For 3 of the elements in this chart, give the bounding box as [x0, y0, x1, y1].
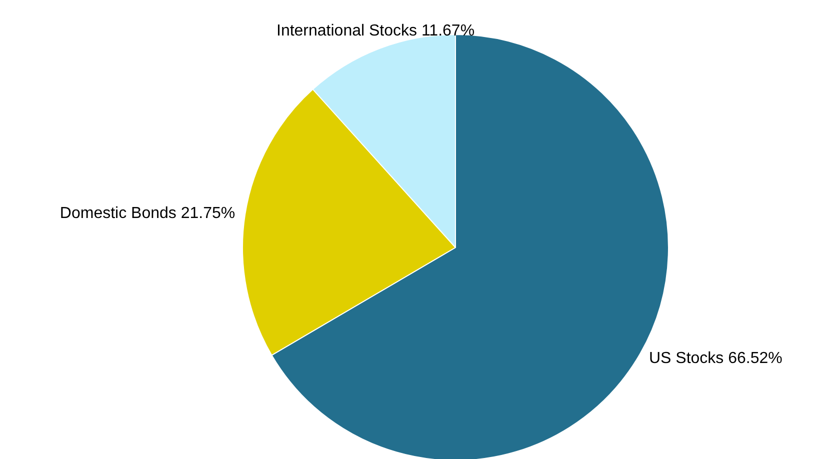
slice-label: Domestic Bonds 21.75% — [60, 204, 236, 222]
slice-label: International Stocks 11.67% — [276, 22, 475, 40]
slice-label: US Stocks 66.52% — [648, 350, 782, 367]
